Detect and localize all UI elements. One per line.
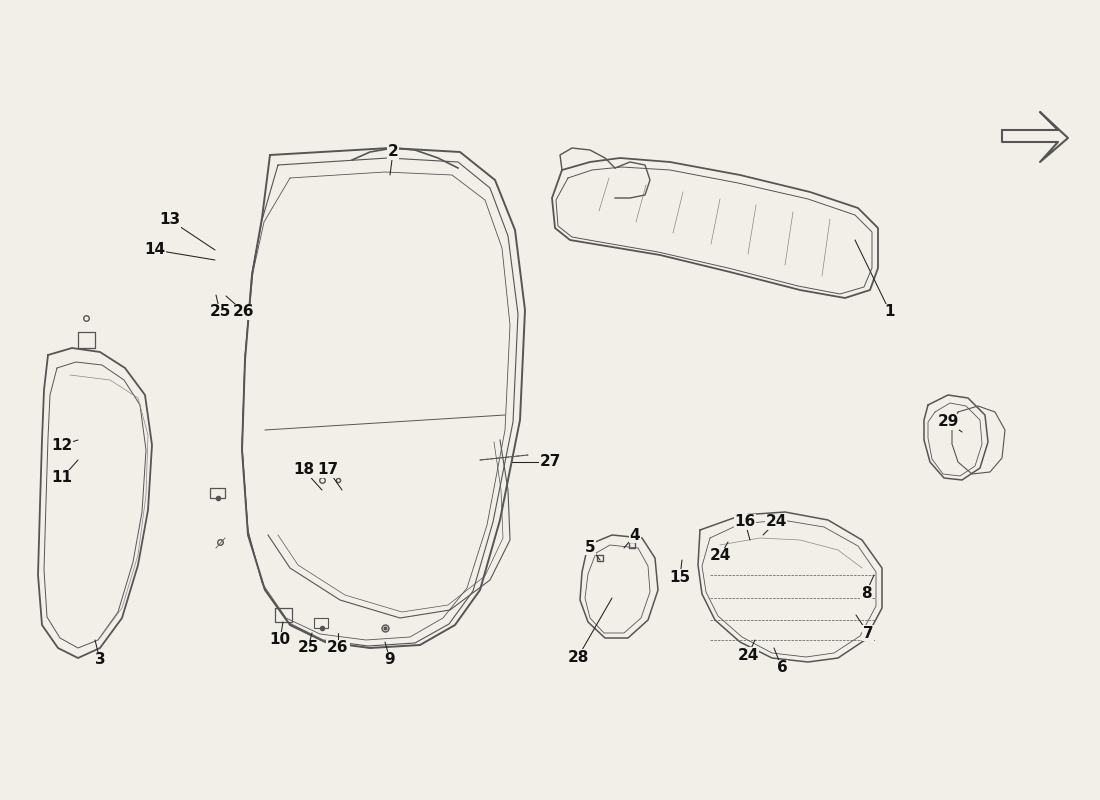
Text: 6: 6: [777, 661, 788, 675]
Text: 24: 24: [766, 514, 786, 530]
Text: 25: 25: [209, 305, 231, 319]
Text: 3: 3: [95, 653, 106, 667]
Text: 14: 14: [144, 242, 166, 258]
Text: 29: 29: [937, 414, 959, 430]
Text: 1: 1: [884, 305, 895, 319]
Text: 12: 12: [52, 438, 73, 453]
Text: 27: 27: [539, 454, 561, 470]
Text: 17: 17: [318, 462, 339, 478]
Text: 16: 16: [735, 514, 756, 530]
Text: 7: 7: [862, 626, 873, 641]
Text: 13: 13: [160, 213, 180, 227]
Text: 24: 24: [737, 647, 759, 662]
Text: 2: 2: [387, 145, 398, 159]
Text: 11: 11: [52, 470, 73, 486]
Text: 28: 28: [568, 650, 588, 665]
Text: 10: 10: [270, 633, 290, 647]
Text: 18: 18: [294, 462, 315, 478]
Text: 24: 24: [710, 549, 730, 563]
Text: 26: 26: [233, 305, 255, 319]
Text: 5: 5: [585, 539, 595, 554]
Text: 8: 8: [860, 586, 871, 601]
Text: 9: 9: [385, 653, 395, 667]
Text: 26: 26: [328, 641, 349, 655]
Text: 15: 15: [670, 570, 691, 585]
Text: 25: 25: [297, 641, 319, 655]
Text: 4: 4: [629, 527, 640, 542]
